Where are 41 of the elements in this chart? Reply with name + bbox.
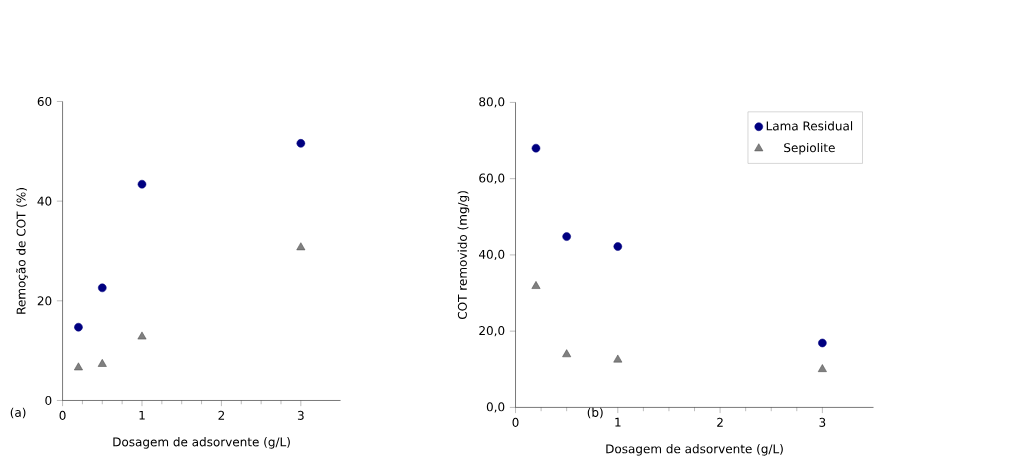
point: [562, 349, 572, 358]
y-tick-label: 0,0: [486, 402, 505, 413]
y-tick-label: 40,0: [478, 249, 505, 261]
point: [74, 362, 83, 371]
x-tick-label: 2: [218, 410, 225, 420]
y-axis-title: Remoção de COT (%): [16, 188, 28, 314]
y-tick-label: 80,0: [479, 97, 505, 108]
point: [613, 242, 623, 251]
point: [817, 364, 827, 372]
point: [296, 139, 306, 148]
point: [97, 358, 107, 367]
x-tick-label: 0: [512, 417, 519, 427]
y-tick-label: 40: [37, 196, 52, 206]
point: [818, 338, 827, 348]
y-tick-label: 20,0: [479, 325, 505, 337]
x-tick-label: 0: [59, 410, 66, 420]
y-axis-title: COT removido (mg/g): [457, 191, 470, 319]
point: [137, 331, 147, 340]
y-tick-label: 0: [45, 395, 52, 405]
x-tick-label: 3: [297, 410, 304, 420]
text: (b): [587, 407, 603, 419]
y-tick-label: 20: [37, 296, 52, 306]
point: [531, 143, 541, 153]
x-axis-title: Dosagem de adsorvente (g/L): [113, 437, 290, 449]
point: [613, 354, 623, 363]
x-tick-label: 1: [615, 417, 621, 427]
y-tick-label: 60: [37, 96, 52, 106]
x-axis-title: Dosagem de adsorvente (g/L): [606, 443, 783, 456]
y-tick-label: 60,0: [479, 173, 505, 184]
legend-label: Sepiolite: [784, 142, 835, 155]
x-tick-label: 1: [139, 410, 145, 420]
text: (a): [10, 407, 26, 419]
point: [296, 242, 306, 251]
legend-label: Lama Residual: [766, 121, 853, 131]
point: [562, 232, 571, 241]
point: [531, 281, 541, 289]
x-tick-label: 2: [717, 417, 723, 427]
point: [74, 322, 83, 332]
x-tick-label: 3: [819, 417, 826, 427]
point: [98, 283, 107, 293]
point: [137, 179, 147, 189]
